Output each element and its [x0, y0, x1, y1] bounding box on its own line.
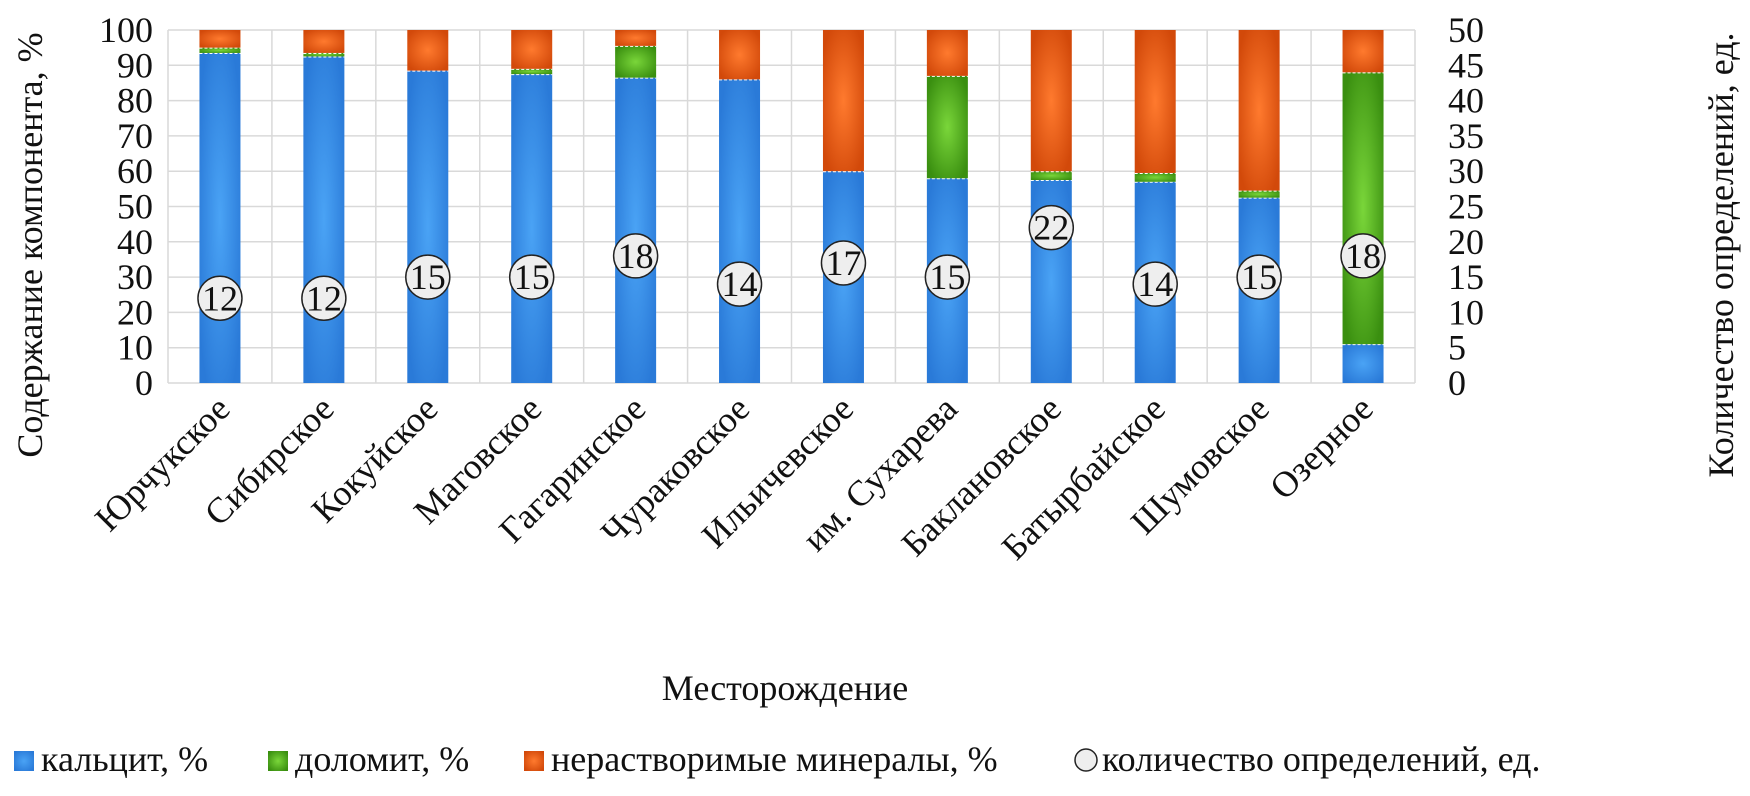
count-marker: [1028, 204, 1075, 251]
bar-calcite: [719, 79, 761, 384]
legend-swatch: [14, 751, 34, 771]
count-label: 14: [722, 264, 758, 304]
y2-tick-label: 45: [1448, 45, 1484, 85]
bar-insoluble: [303, 30, 345, 53]
count-label: 12: [306, 278, 342, 318]
y2-tick-label: 5: [1448, 328, 1466, 368]
bar-insoluble: [199, 30, 241, 48]
y-tick-label: 100: [99, 10, 153, 50]
bar-dolomite: [1342, 72, 1384, 345]
bar-dolomite: [615, 45, 657, 78]
count-marker: [197, 275, 243, 322]
y2-tick-label: 40: [1448, 81, 1484, 121]
bar-dolomite: [1238, 190, 1280, 198]
legend-label: нерастворимые минералы, %: [551, 739, 998, 779]
y2-tick-label: 25: [1448, 187, 1484, 227]
bar-dolomite: [1134, 172, 1176, 182]
bar-insoluble: [926, 30, 968, 76]
bar-dolomite: [511, 68, 553, 75]
bar-insoluble: [822, 30, 864, 172]
y2-tick-label: 0: [1448, 363, 1466, 403]
y2-tick-label: 15: [1448, 257, 1484, 297]
legend-swatch: [524, 751, 544, 771]
legend-label: количество определений, ед.: [1102, 739, 1541, 779]
y2-tick-label: 35: [1448, 116, 1484, 156]
bar-calcite: [615, 77, 657, 383]
y-tick-label: 20: [117, 292, 153, 332]
legend: кальцит, % доломит, % нерастворимые минера…: [14, 739, 1541, 779]
y2-tick-label: 20: [1448, 222, 1484, 262]
count-marker: [1340, 233, 1386, 279]
y2-tick-label: 30: [1448, 151, 1484, 191]
y-tick-label: 10: [117, 328, 153, 368]
bar-insoluble: [1030, 30, 1072, 172]
bar-insoluble: [511, 30, 553, 69]
x-category-label: Озерное: [1262, 388, 1381, 507]
y-tick-label: 30: [117, 257, 153, 297]
count-label: 15: [1241, 257, 1277, 297]
bar-insoluble: [719, 30, 761, 80]
bar-insoluble: [1134, 30, 1176, 173]
y-tick-label: 80: [117, 81, 153, 121]
count-marker: [405, 254, 451, 300]
gridlines: [167, 29, 1416, 384]
bar-calcite: [511, 74, 553, 383]
y-tick-label: 90: [117, 45, 153, 85]
y-tick-label: 40: [117, 222, 153, 262]
count-marker: [612, 233, 659, 279]
legend-swatch: [268, 751, 288, 771]
count-label: 18: [618, 236, 654, 276]
count-marker: [1236, 254, 1282, 300]
bar-insoluble: [615, 30, 657, 46]
x-axis-categories: ЮрчукскоеСибирскоеКокуйскоеМаговскоеГага…: [87, 388, 1381, 567]
count-marker: [1132, 261, 1178, 307]
bar-calcite: [199, 52, 241, 383]
y-tick-label: 70: [117, 116, 153, 156]
legend-swatch: [1074, 748, 1098, 772]
legend-label: доломит, %: [295, 739, 469, 779]
count-label: 14: [1137, 264, 1173, 304]
bar-dolomite: [199, 47, 241, 53]
bar-insoluble: [407, 30, 449, 71]
bar-calcite: [303, 56, 345, 383]
x-axis-title: Месторождение: [662, 668, 908, 708]
count-label: 15: [514, 257, 550, 297]
y-tick-label: 60: [117, 151, 153, 191]
bar-dolomite: [926, 75, 968, 179]
count-label: 15: [929, 257, 965, 297]
count-marker: [924, 254, 971, 300]
bar-dolomite: [1030, 171, 1072, 181]
legend-label: кальцит, %: [41, 739, 208, 779]
count-marker: [301, 275, 347, 322]
bars-layer: [199, 30, 1384, 384]
count-marker: [716, 261, 763, 307]
count-label: 17: [825, 243, 861, 283]
count-marker: [820, 240, 867, 286]
bar-dolomite: [303, 52, 345, 57]
bar-insoluble: [1238, 30, 1280, 191]
count-marker: [508, 254, 555, 300]
y-tick-label: 50: [117, 187, 153, 227]
y2-tick-label: 50: [1448, 10, 1484, 50]
y-axis-title: Содержание компонента, %: [10, 32, 50, 457]
count-markers-layer: 12 12 15 15 18 14 17 15 22 14 15 18: [197, 204, 1386, 322]
count-label: 18: [1345, 236, 1381, 276]
y2-axis-title: Количество определений, ед.: [1701, 32, 1741, 477]
count-label: 22: [1033, 208, 1069, 248]
count-label: 15: [410, 257, 446, 297]
count-label: 12: [202, 278, 238, 318]
bar-calcite: [407, 70, 449, 383]
bar-insoluble: [1342, 30, 1384, 73]
bar-calcite: [1342, 344, 1384, 383]
y2-tick-label: 10: [1448, 292, 1484, 332]
y-tick-label: 0: [135, 363, 153, 403]
